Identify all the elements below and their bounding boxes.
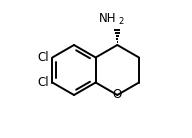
Text: Cl: Cl bbox=[38, 51, 49, 64]
Text: O: O bbox=[113, 88, 122, 102]
Text: 2: 2 bbox=[118, 17, 123, 26]
Text: NH: NH bbox=[99, 12, 116, 25]
Text: Cl: Cl bbox=[38, 76, 49, 89]
